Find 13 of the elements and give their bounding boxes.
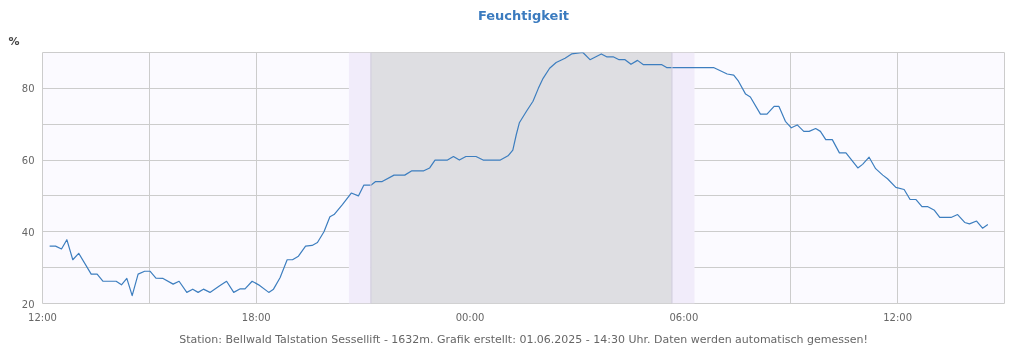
line-series — [49, 52, 989, 297]
x-tick-label: 00:00 — [455, 311, 485, 323]
x-tick-label: 18:00 — [241, 311, 271, 323]
y-tick-label: 60 — [21, 155, 35, 167]
x-tick-label: 12:00 — [28, 311, 57, 323]
y-tick-label: 20 — [21, 298, 35, 310]
y-tick-label: 80 — [21, 83, 35, 95]
chart-title: Feuchtigkeit — [477, 7, 570, 23]
x-tick-label: 06:00 — [669, 311, 699, 323]
y-tick-label: 40 — [21, 226, 35, 238]
x-tick-label: 12:00 — [883, 311, 913, 323]
text: Station: Bellwald Talstation Sessellift - 1632m. Grafik erstellt: 01.06.2025 - 14:30 Uhr. Daten werden automatisch gemessen! — [179, 332, 868, 346]
y-axis-title: % — [8, 34, 20, 48]
